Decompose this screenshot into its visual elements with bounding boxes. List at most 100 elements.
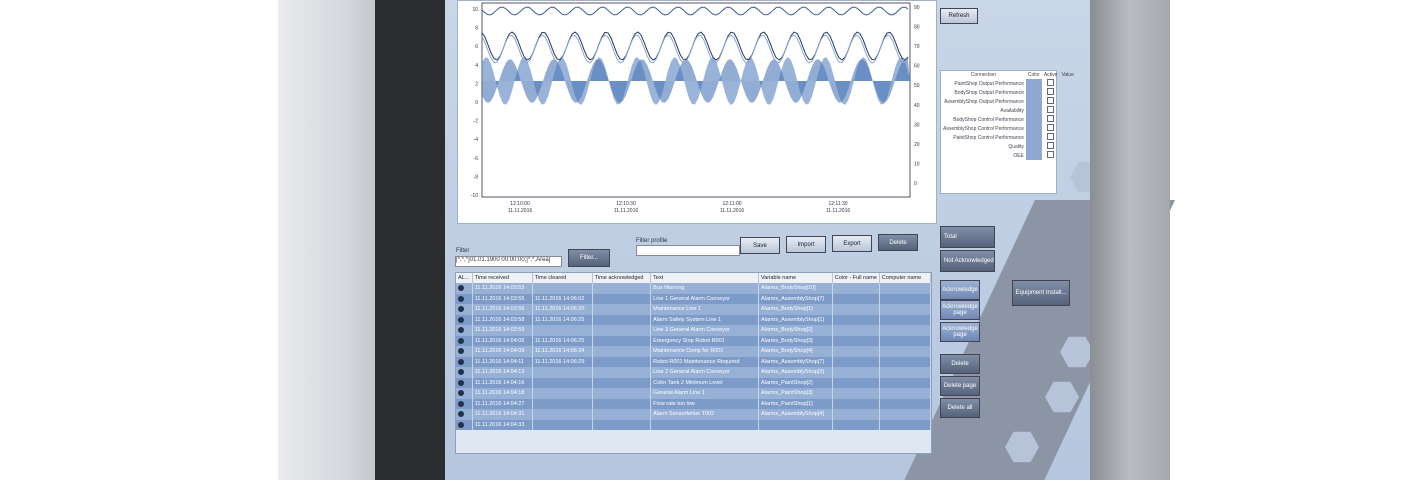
alarm-ack	[592, 398, 652, 409]
alarm-row[interactable]: 11.11.2016 14:03:59 Line 3 General Alarm …	[456, 325, 931, 336]
not-ack-counter: Not Acknowledged	[940, 250, 995, 272]
alarm-ack	[592, 304, 652, 315]
alarm-row[interactable]: 11.11.2016 14:03:56 11.11.2016 14:06:20 Ma…	[456, 304, 931, 315]
y-left-label: -2	[474, 119, 479, 125]
legend-color	[1025, 115, 1042, 124]
legend-active[interactable]	[1042, 124, 1060, 133]
legend-active[interactable]	[1042, 151, 1060, 160]
side-button[interactable]: Acknowledge	[940, 280, 980, 300]
alarm-row[interactable]: 11.11.2016 14:03:55 11.11.2016 14:06:02 Li…	[456, 293, 931, 304]
alarm-cleared	[532, 367, 593, 378]
legend-color	[1025, 151, 1042, 160]
legend-active[interactable]	[1042, 97, 1060, 106]
alarm-row[interactable]: 11.11.2016 14:04:33	[456, 419, 931, 430]
legend-row: BodyShop Output Performance	[941, 88, 1076, 97]
alarm-row[interactable]: 11.11.2016 14:04:31 Alarm Sensorfehler T0…	[456, 409, 931, 420]
y-left-label: 0	[475, 100, 478, 106]
alarm-icon	[456, 388, 473, 399]
alarm-row[interactable]: 11.11.2016 14:04:11 11.11.2016 14:06:29 Ro…	[456, 356, 931, 367]
alarm-color	[832, 325, 880, 336]
legend-color	[1025, 106, 1042, 115]
legend-header: Connection	[970, 72, 997, 78]
y-right-label: 30	[914, 122, 920, 128]
total-counter: Total	[940, 226, 995, 248]
alarm-icon	[456, 356, 473, 367]
alarm-row[interactable]: 11.11.2016 14:04:16 Color Tank 2 Minimum …	[456, 377, 931, 388]
legend-active[interactable]	[1042, 106, 1060, 115]
y-left-label: 4	[475, 63, 478, 69]
alarm-computer	[879, 304, 931, 315]
side-button[interactable]: Delete	[940, 354, 980, 374]
legend-color	[1025, 88, 1042, 97]
y-right-label: 50	[914, 83, 920, 89]
filter-action-button[interactable]: Export	[832, 235, 872, 252]
legend-active[interactable]	[1042, 142, 1060, 151]
alarm-cleared: 11.11.2016 14:06:25	[532, 314, 593, 325]
alarm-row[interactable]: 11.11.2016 14:04:27 Flow rate too low Alar…	[456, 398, 931, 409]
bezel-left	[278, 0, 375, 480]
side-button[interactable]: Delete all	[940, 398, 980, 418]
alarm-state	[458, 421, 464, 428]
y-right-label: 40	[914, 103, 920, 109]
x-date-label: 11.11.2016	[826, 208, 851, 214]
alarm-icon	[456, 398, 473, 409]
side-button[interactable]: Acknowledge page	[940, 300, 980, 320]
legend-active[interactable]	[1042, 79, 1060, 88]
legend-value	[1059, 106, 1075, 115]
legend-active[interactable]	[1042, 133, 1060, 142]
alarm-computer	[879, 367, 931, 378]
alarm-header: Time received	[472, 273, 533, 283]
alarm-color	[832, 293, 880, 304]
alarm-row[interactable]: 11.11.2016 14:03:53 Bus Warning Alarms_Bod…	[456, 283, 931, 294]
alarm-color	[832, 367, 880, 378]
alarm-received: 11.11.2016 14:03:59	[472, 325, 533, 336]
legend-connection: OEE	[1013, 152, 1024, 159]
filter-action-button[interactable]: Import	[786, 236, 826, 253]
trend-band	[482, 59, 910, 103]
alarm-header: AL...	[456, 273, 473, 283]
legend-active[interactable]	[1042, 88, 1060, 97]
legend-header-row: Connection Color Active Value	[941, 71, 1076, 79]
alarm-text: Line 1 General Alarm Conveyor	[650, 293, 759, 304]
alarm-icon	[456, 335, 473, 346]
alarm-ack	[592, 335, 652, 346]
alarm-variable: Alarms_BodyShop[4]	[758, 346, 833, 357]
filter-button[interactable]: Filter...	[568, 249, 610, 267]
x-date-label: 11.11.2016	[508, 208, 533, 214]
legend-row: Quality	[941, 142, 1076, 151]
side-button[interactable]: Delete page	[940, 376, 980, 396]
equipment-button[interactable]: Equipment Install...	[1012, 280, 1070, 306]
legend-color	[1025, 79, 1042, 88]
alarm-row[interactable]: 11.11.2016 14:04:09 11.11.2016 14:06:34 Ma…	[456, 346, 931, 357]
legend-row: PaintShop Output Performance	[941, 79, 1076, 88]
alarm-state	[458, 337, 464, 344]
legend-active[interactable]	[1042, 115, 1060, 124]
alarm-state	[458, 358, 464, 365]
legend-color	[1025, 133, 1042, 142]
alarm-header: Time acknowledged	[592, 273, 652, 283]
filter-input[interactable]: [*,*,*]01.01.1900 00:00:00;[*,*,Area]	[455, 256, 562, 267]
alarm-variable	[758, 419, 833, 430]
alarm-row[interactable]: 11.11.2016 14:03:58 11.11.2016 14:06:25 Al…	[456, 314, 931, 325]
alarm-icon	[456, 304, 473, 315]
filter-action-button[interactable]: Save	[740, 237, 780, 254]
alarm-row[interactable]: 11.11.2016 14:04:05 11.11.2016 14:06:25 Em…	[456, 335, 931, 346]
side-button[interactable]: Acknowledge page	[940, 322, 980, 342]
alarm-row[interactable]: 11.11.2016 14:04:13 Line 2 General Alarm …	[456, 367, 931, 378]
alarm-received: 11.11.2016 14:04:13	[472, 367, 533, 378]
alarm-text: Flow rate too low	[650, 398, 759, 409]
alarm-computer	[879, 398, 931, 409]
refresh-button[interactable]: Refresh	[940, 8, 978, 24]
bezel-black	[375, 0, 445, 480]
alarm-variable: Alarms_PaintShop[2]	[758, 377, 833, 388]
alarm-icon	[456, 419, 473, 430]
x-date-label: 11.11.2016	[720, 208, 745, 214]
legend-value	[1059, 124, 1075, 133]
alarm-color	[832, 377, 880, 388]
legend-connection: Availability	[1000, 107, 1024, 114]
filter-action-button[interactable]: Delete	[878, 234, 918, 251]
alarm-cleared: 11.11.2016 14:06:29	[532, 356, 593, 367]
alarm-ack	[592, 409, 652, 420]
filter-profile-select[interactable]	[636, 245, 740, 256]
